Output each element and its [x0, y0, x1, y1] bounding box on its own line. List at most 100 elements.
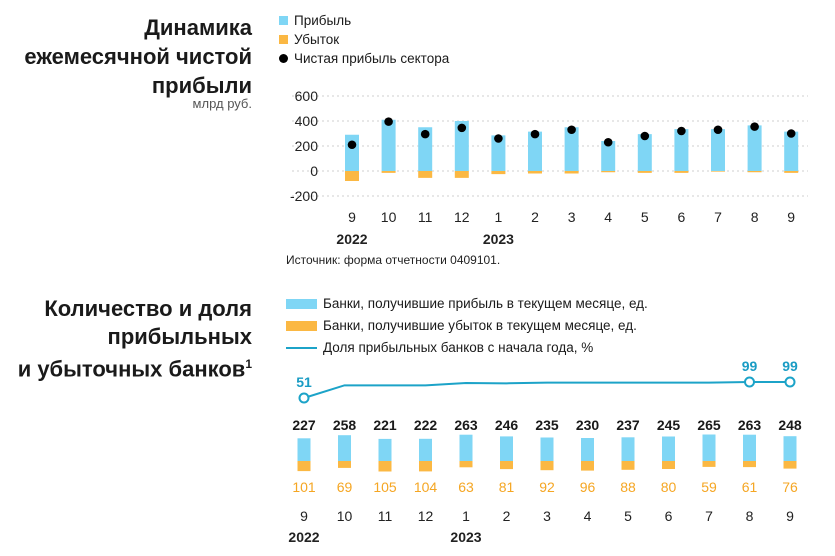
x-tick-label: 9 [786, 508, 794, 524]
chart2-title-line: прибыльных [107, 324, 252, 349]
loss-banks-bar [702, 461, 716, 467]
profit-banks-bar [702, 434, 716, 461]
legend-label-loss: Убыток [294, 32, 340, 47]
profit-bar [674, 129, 689, 171]
x-tick-label: 9 [300, 508, 308, 524]
legend-item-share: Доля прибыльных банков с начала года, % [286, 340, 593, 355]
profit-banks-value: 227 [292, 417, 316, 433]
loss-banks-value: 104 [414, 479, 438, 495]
net-profit-point [420, 129, 430, 139]
loss-bar [601, 171, 616, 173]
chart2-title-footnote: 1 [245, 357, 252, 371]
legend-swatch-loss-banks [286, 320, 317, 331]
chart1-title-line: ежемесячной чистой [24, 44, 252, 69]
legend-label-profit: Прибыль [294, 13, 352, 28]
y-tick-label: 600 [295, 88, 319, 104]
profit-banks-value: 263 [738, 417, 762, 433]
year-label: 2022 [336, 231, 367, 247]
x-tick-label: 10 [337, 508, 353, 524]
x-tick-label: 9 [348, 209, 356, 225]
loss-banks-value: 76 [782, 479, 798, 495]
loss-bar [637, 171, 652, 173]
loss-bar [564, 171, 579, 174]
profit-banks-value: 263 [454, 417, 478, 433]
net-profit-point [713, 125, 723, 135]
x-tick-label: 4 [584, 508, 592, 524]
profit-banks-bar [662, 436, 675, 461]
profit-banks-value: 258 [333, 417, 357, 433]
y-tick-label: -200 [290, 188, 318, 204]
loss-banks-value: 63 [458, 479, 474, 495]
legend-dot-net [279, 54, 288, 63]
legend-item-loss-banks: Банки, получившие убыток в текущем месяц… [286, 318, 637, 333]
loss-banks-value: 105 [373, 479, 397, 495]
net-profit-point [530, 129, 540, 139]
profit-bar [564, 127, 579, 171]
profit-bar [491, 135, 506, 171]
legend-swatch-profit-banks [286, 298, 317, 309]
profit-bar [711, 129, 725, 171]
profit-bar [784, 131, 799, 171]
x-tick-label: 1 [462, 508, 470, 524]
share-point-marker [298, 392, 310, 404]
loss-bar [784, 171, 799, 173]
profit-banks-value: 248 [778, 417, 802, 433]
share-point-marker [744, 376, 755, 388]
profit-bar [601, 141, 616, 171]
legend-label-profit-banks: Банки, получившие прибыль в текущем меся… [323, 296, 648, 311]
loss-banks-bar [662, 461, 675, 469]
profit-banks-bar [297, 438, 311, 461]
profit-banks-bar [743, 434, 756, 461]
loss-bar [418, 171, 433, 178]
profit-bar [381, 119, 396, 171]
year-label: 2023 [483, 231, 514, 247]
chart2-title-text: и убыточных банков [17, 356, 246, 382]
chart1-source: Источник: форма отчетности 0409101. [286, 253, 501, 267]
loss-bar [711, 171, 725, 172]
profit-banks-value: 230 [576, 417, 600, 433]
legend-line-share [286, 346, 317, 349]
chart1-title-line: прибыли [151, 73, 252, 98]
x-tick-label: 3 [568, 209, 576, 225]
profit-banks-value: 235 [535, 417, 559, 433]
loss-banks-value: 69 [337, 479, 353, 495]
legend-item-profit: Прибыль [279, 13, 351, 28]
profit-bar [747, 125, 762, 171]
loss-bar [454, 171, 469, 178]
loss-banks-bar [783, 461, 797, 469]
year-label: 2022 [288, 529, 319, 545]
x-tick-label: 5 [641, 209, 649, 225]
share-line [303, 381, 790, 399]
x-tick-label: 4 [604, 209, 612, 225]
net-profit-point [457, 123, 467, 133]
x-tick-label: 11 [378, 508, 393, 524]
x-tick-label: 7 [714, 209, 722, 225]
net-profit-point [786, 129, 796, 138]
profit-banks-value: 222 [414, 417, 438, 433]
loss-banks-value: 81 [499, 479, 515, 495]
loss-banks-bar [459, 461, 473, 468]
loss-bar [674, 171, 689, 173]
loss-banks-bar [338, 461, 351, 468]
share-point-label: 99 [742, 358, 758, 374]
net-profit-point [384, 117, 393, 126]
legend-item-loss: Убыток [279, 32, 339, 47]
legend-item-net: Чистая прибыль сектора [279, 51, 449, 66]
chart1-unit: млрд руб. [192, 96, 252, 111]
profit-bar [454, 121, 469, 171]
loss-banks-value: 88 [620, 479, 636, 495]
x-tick-label: 8 [746, 508, 754, 524]
loss-banks-value: 96 [580, 479, 596, 495]
loss-bar [491, 171, 506, 175]
x-tick-label: 11 [418, 209, 433, 225]
x-tick-label: 2 [531, 209, 539, 225]
profit-banks-bar [338, 435, 351, 461]
profit-banks-bar [459, 434, 473, 461]
x-tick-label: 6 [665, 508, 673, 524]
x-tick-label: 5 [624, 508, 632, 524]
profit-banks-bar [621, 437, 635, 461]
profit-bar [637, 134, 652, 171]
year-label: 2023 [450, 529, 481, 545]
share-point-label: 51 [296, 374, 312, 390]
